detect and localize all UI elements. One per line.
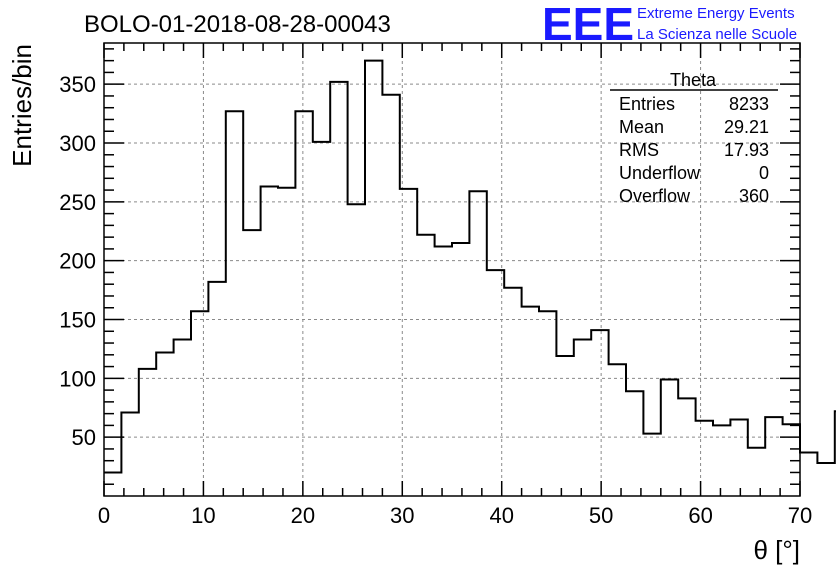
tick-labels: 0 10 20 30 40 50 60 70 50 100 150 200 250 300 350: [59, 72, 812, 528]
y-tick-label: 50: [72, 425, 96, 450]
y-tick-label: 100: [59, 366, 96, 391]
x-tick-label: 10: [191, 503, 215, 528]
x-tick-label: 0: [98, 503, 110, 528]
stats-row-value: 29.21: [724, 117, 769, 137]
y-tick-label: 150: [59, 308, 96, 333]
stats-row-label: RMS: [619, 140, 659, 160]
chart-title: BOLO-01-2018-08-28-00043: [84, 11, 391, 38]
y-tick-label: 300: [59, 131, 96, 156]
x-tick-label: 50: [589, 503, 613, 528]
stats-row-value: 8233: [729, 94, 769, 114]
x-axis-label: θ [°]: [753, 535, 800, 565]
y-tick-label: 350: [59, 72, 96, 97]
x-tick-label: 40: [489, 503, 513, 528]
logo-line-1: Extreme Energy Events: [637, 5, 795, 22]
x-tick-label: 60: [688, 503, 712, 528]
stats-row-label: Entries: [619, 94, 675, 114]
histogram-outline: [104, 59, 836, 474]
x-tick-label: 70: [788, 503, 812, 528]
x-tick-label: 20: [291, 503, 315, 528]
plot-frame: [103, 42, 801, 497]
stats-row-value: 360: [739, 186, 769, 206]
stats-row-value: 17.93: [724, 140, 769, 160]
stats-row-label: Mean: [619, 117, 664, 137]
eee-logo: EEE Extreme Energy Events La Scienza nel…: [542, 0, 797, 50]
axis-ticks: [103, 43, 801, 496]
grid: [104, 43, 800, 496]
stats-title: Theta: [670, 70, 717, 90]
stats-row-label: Underflow: [619, 163, 701, 183]
stats-row-value: 0: [759, 163, 769, 183]
eee-logo-mark: EEE: [542, 0, 634, 50]
stats-box: Theta Entries 8233 Mean 29.21 RMS 17.93 …: [610, 70, 778, 206]
y-tick-label: 250: [59, 190, 96, 215]
x-tick-label: 30: [390, 503, 414, 528]
stats-row-label: Overflow: [619, 186, 691, 206]
y-axis-label: Entries/bin: [7, 44, 37, 167]
y-tick-label: 200: [59, 249, 96, 274]
logo-line-2: La Scienza nelle Scuole: [637, 26, 797, 43]
